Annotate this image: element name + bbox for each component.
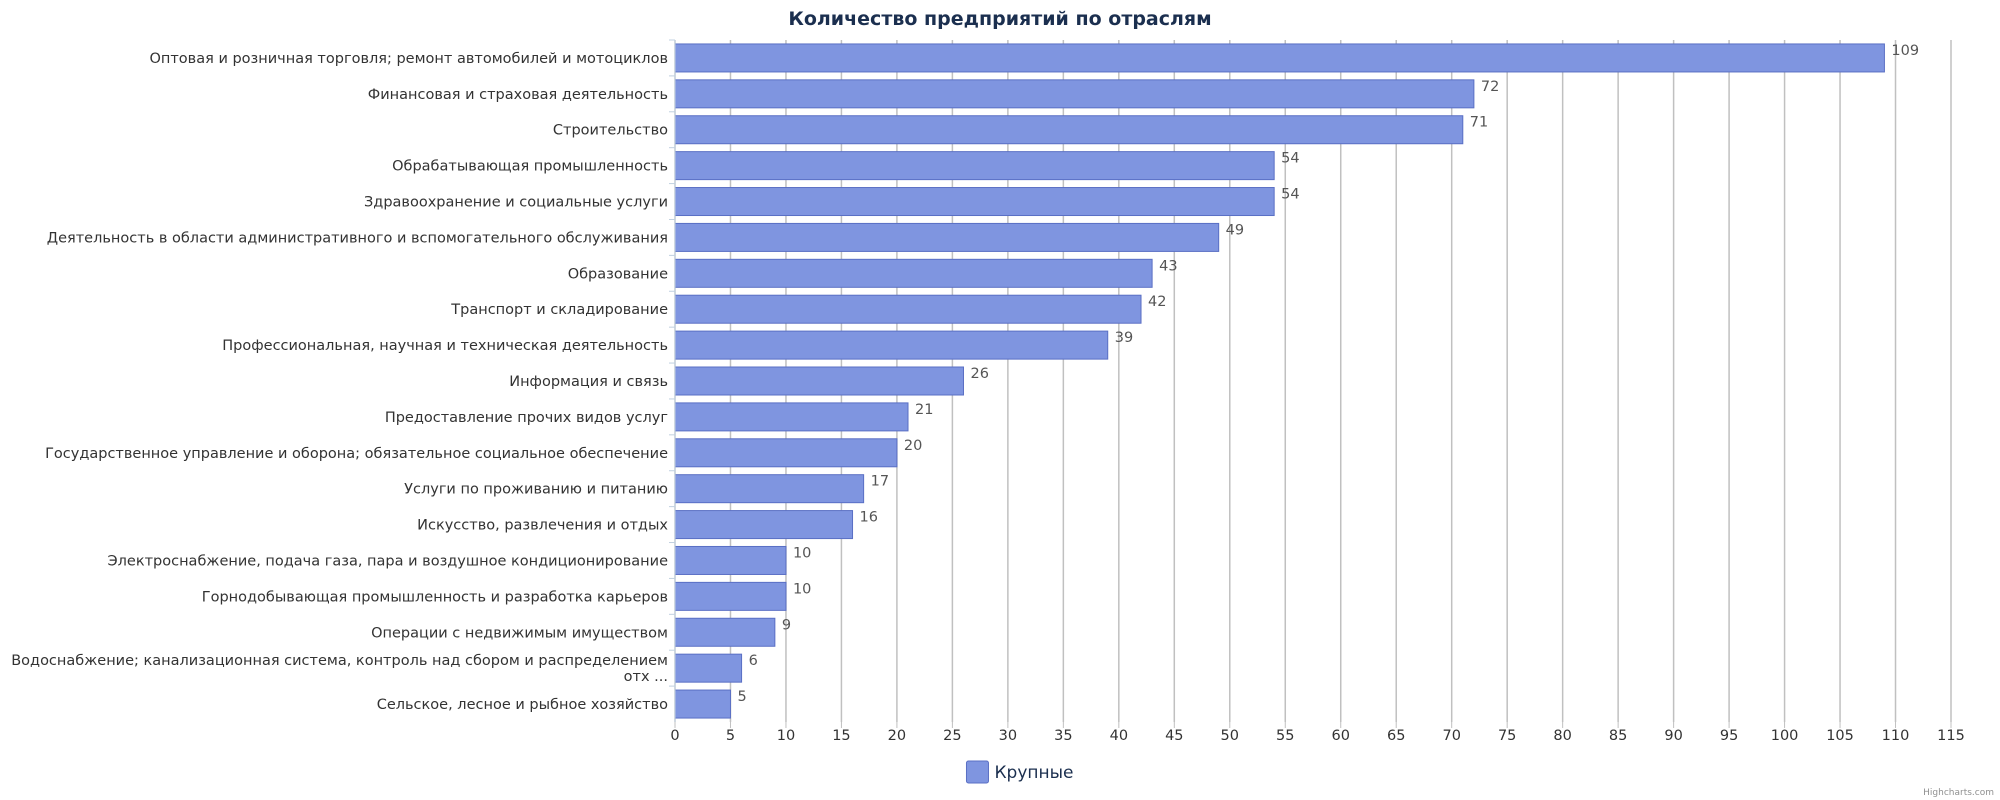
- data-label: 21: [915, 402, 933, 418]
- bar[interactable]: [674, 79, 1475, 109]
- grid-lines: [669, 39, 1952, 728]
- category-labels: Оптовая и розничная торговля; ремонт авт…: [11, 51, 668, 713]
- category-label: Государственное управление и оборона; об…: [45, 446, 668, 462]
- category-label: Профессиональная, научная и техническая …: [222, 338, 668, 354]
- x-tick-label: 70: [1442, 728, 1460, 744]
- bar[interactable]: [674, 653, 743, 683]
- bar[interactable]: [674, 617, 776, 647]
- x-tick-label: 80: [1553, 728, 1571, 744]
- x-tick-label: 25: [943, 728, 961, 744]
- category-label: Обрабатывающая промышленность: [392, 159, 668, 175]
- data-label: 5: [737, 689, 746, 705]
- bar[interactable]: [674, 115, 1464, 145]
- data-label: 9: [782, 617, 791, 633]
- bar[interactable]: [674, 366, 964, 396]
- bar[interactable]: [674, 438, 898, 468]
- data-label: 49: [1226, 222, 1244, 238]
- x-tick-label: 40: [1110, 728, 1128, 744]
- x-tick-label: 75: [1498, 728, 1516, 744]
- bar[interactable]: [674, 222, 1220, 252]
- bar[interactable]: [674, 545, 787, 575]
- data-label: 72: [1481, 79, 1499, 95]
- category-label: Предоставление прочих видов услуг: [385, 410, 668, 426]
- data-label: 17: [871, 474, 889, 490]
- data-label: 20: [904, 438, 922, 454]
- data-label: 54: [1281, 187, 1299, 203]
- category-label: Деятельность в области административного…: [47, 230, 668, 246]
- category-label: Искусство, развлечения и отдых: [417, 518, 668, 534]
- x-tick-label: 90: [1664, 728, 1682, 744]
- bar[interactable]: [674, 581, 787, 611]
- bars-group: [674, 43, 1885, 719]
- data-label: 16: [860, 510, 878, 526]
- category-label: Информация и связь: [509, 374, 668, 390]
- x-tick-label: 35: [1054, 728, 1072, 744]
- bar[interactable]: [674, 43, 1885, 73]
- category-label: Электроснабжение, подача газа, пара и во…: [108, 553, 669, 569]
- x-tick-label: 5: [726, 728, 735, 744]
- x-tick-label: 115: [1937, 728, 1965, 744]
- data-label: 43: [1159, 258, 1177, 274]
- chart-title: Количество предприятий по отраслям: [788, 8, 1211, 30]
- data-label: 71: [1470, 115, 1488, 131]
- bar[interactable]: [674, 510, 854, 540]
- x-tick-label: 65: [1387, 728, 1405, 744]
- x-tick-label: 60: [1332, 728, 1350, 744]
- category-label: Сельское, лесное и рыбное хозяйство: [377, 697, 668, 713]
- category-label: Водоснабжение; канализационная система, …: [11, 653, 668, 685]
- x-tick-label: 20: [888, 728, 906, 744]
- category-label: Финансовая и страховая деятельность: [368, 87, 668, 103]
- bar[interactable]: [674, 294, 1142, 324]
- data-label: 10: [793, 545, 811, 561]
- bar[interactable]: [674, 689, 731, 719]
- x-tick-label: 105: [1826, 728, 1854, 744]
- bar[interactable]: [674, 187, 1275, 217]
- category-label: Строительство: [553, 123, 668, 139]
- bar[interactable]: [674, 258, 1153, 288]
- category-label: Оптовая и розничная торговля; ремонт авт…: [149, 51, 668, 67]
- x-tick-label: 15: [832, 728, 850, 744]
- data-label: 26: [970, 366, 988, 382]
- data-label: 54: [1281, 151, 1299, 167]
- data-label: 6: [749, 653, 758, 669]
- x-tick-label: 85: [1609, 728, 1627, 744]
- category-label: Транспорт и складирование: [450, 302, 668, 318]
- legend-swatch[interactable]: [965, 760, 989, 784]
- category-label: Здравоохранение и социальные услуги: [364, 195, 668, 211]
- bar[interactable]: [674, 474, 865, 504]
- x-tick-label: 55: [1276, 728, 1294, 744]
- data-label: 109: [1891, 43, 1919, 59]
- category-label: Услуги по проживанию и питанию: [404, 482, 668, 498]
- x-tick-label: 45: [1165, 728, 1183, 744]
- bar[interactable]: [674, 330, 1109, 360]
- data-label: 42: [1148, 294, 1166, 310]
- x-tick-label: 95: [1720, 728, 1738, 744]
- x-tick-label: 30: [999, 728, 1017, 744]
- credits-text[interactable]: Highcharts.com: [1923, 788, 1994, 798]
- data-label: 10: [793, 581, 811, 597]
- category-label: Операции с недвижимым имуществом: [371, 625, 668, 641]
- x-tick-label: 110: [1882, 728, 1910, 744]
- data-label: 39: [1115, 330, 1133, 346]
- x-axis-tick-labels: 0 5 10 15 20 25 30 35 40 45 50 55 60 65 70 75 80 85 90 95 10…: [670, 728, 1964, 744]
- bar[interactable]: [674, 402, 909, 432]
- category-label: Горнодобывающая промышленность и разрабо…: [202, 589, 668, 605]
- bar[interactable]: [674, 151, 1275, 181]
- legend-label[interactable]: Крупные: [994, 763, 1073, 783]
- x-tick-label: 100: [1771, 728, 1799, 744]
- x-tick-label: 10: [777, 728, 795, 744]
- x-tick-label: 0: [670, 728, 679, 744]
- x-tick-label: 50: [1221, 728, 1239, 744]
- legend[interactable]: Крупные: [965, 760, 1074, 784]
- category-label: Образование: [568, 266, 668, 282]
